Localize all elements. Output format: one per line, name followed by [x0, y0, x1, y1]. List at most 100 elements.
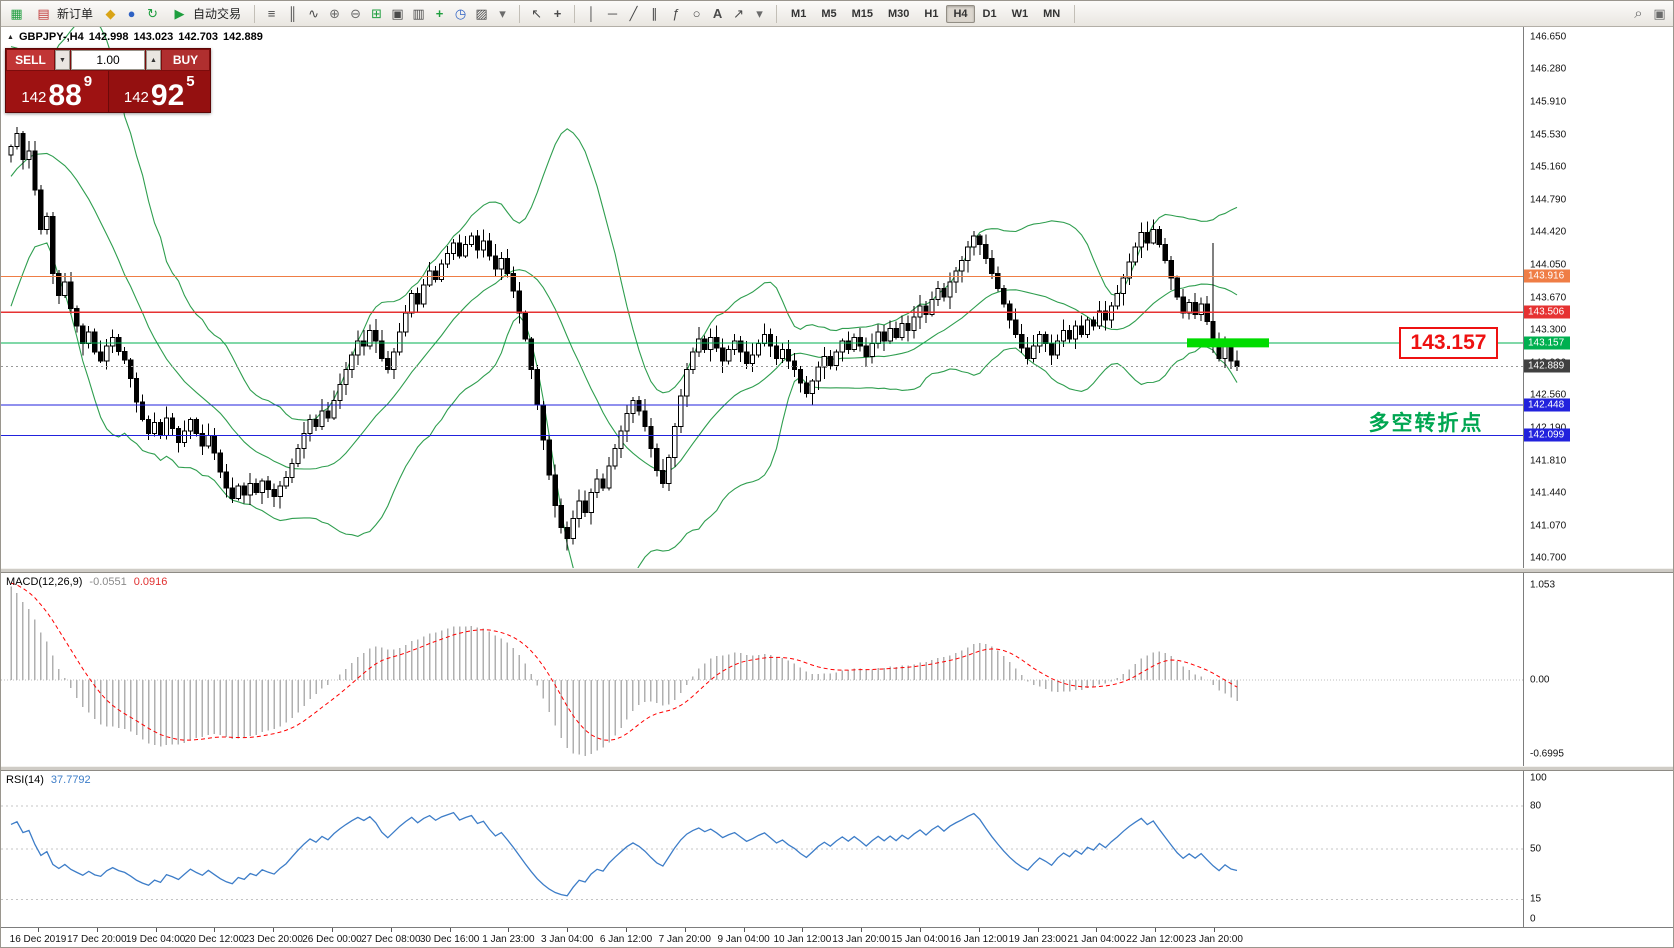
autotrading-button[interactable]: ▶ 自动交易 — [164, 3, 247, 25]
timeframe-button-m30[interactable]: M30 — [888, 7, 910, 20]
sell-button[interactable]: SELL — [7, 50, 54, 70]
fibonacci-tool-icon[interactable]: ƒ — [671, 6, 680, 21]
date-label: 16 Jan 12:00 — [949, 934, 1008, 945]
timeframe-button-h1[interactable]: H1 — [924, 7, 939, 20]
date-label: 15 Jan 04:00 — [891, 934, 949, 945]
new-chart-icon[interactable]: ▦ — [10, 6, 23, 21]
macd-main-value: -0.0551 — [89, 576, 127, 588]
buy-button[interactable]: BUY — [162, 50, 209, 70]
buy-price[interactable]: 142 92 5 — [107, 71, 210, 112]
zoom-in-icon[interactable]: ⊕ — [329, 6, 340, 21]
macd-label: MACD(12,26,9) -0.0551 0.0916 — [6, 576, 167, 588]
zoom-out-icon[interactable]: ⊖ — [350, 6, 361, 21]
date-label: 16 Dec 2019 — [9, 934, 67, 945]
tile-windows-icon[interactable]: ⊞ — [371, 6, 382, 21]
periods-clock-icon[interactable]: ◷ — [454, 6, 467, 21]
date-tick — [802, 928, 804, 932]
text-tool-icon[interactable]: A — [712, 6, 723, 21]
highlight-segment[interactable] — [1187, 338, 1269, 348]
macd-scale-tick: 0.00 — [1530, 674, 1550, 686]
date-label: 26 Dec 00:00 — [302, 934, 362, 945]
date-label: 10 Jan 12:00 — [773, 934, 832, 945]
rsi-scale[interactable]: 100 80 50 15 0 — [1523, 771, 1673, 927]
timeframe-button-mn[interactable]: MN — [1043, 7, 1061, 20]
profiles-icon[interactable]: ● — [127, 6, 136, 21]
volume-increase-button[interactable]: ▲ — [146, 50, 161, 70]
price-tick: 145.160 — [1530, 161, 1567, 173]
crosshair-icon[interactable]: + — [553, 6, 562, 21]
price-tick: 144.420 — [1530, 226, 1567, 238]
timeframe-button-m1[interactable]: M1 — [791, 7, 807, 20]
quote-low: 142.703 — [178, 31, 219, 43]
timeframe-toolbar: M1 M5 M15 M30 H1 H4 D1 W1 MN — [784, 4, 1067, 23]
refresh-icon[interactable]: ↻ — [147, 6, 158, 21]
macd-panel[interactable]: MACD(12,26,9) -0.0551 0.0916 1.053 0.00 -0… — [1, 573, 1673, 766]
date-tick — [38, 928, 39, 932]
search-icon[interactable]: ⌕ — [1634, 5, 1643, 22]
line-chart-icon[interactable]: ∿ — [308, 6, 319, 21]
shapes-tool-icon[interactable]: ○ — [692, 6, 701, 21]
rsi-scale-tick: 100 — [1530, 772, 1547, 784]
price-tick: 144.050 — [1530, 259, 1567, 271]
new-order-button[interactable]: ▤ 新订单 — [28, 3, 99, 25]
date-tick — [684, 928, 686, 932]
quote-high: 143.023 — [133, 31, 174, 43]
vertical-line-tool-icon[interactable]: │ — [587, 6, 596, 21]
autotrading-play-icon: ▶ — [174, 6, 185, 21]
arrange-windows-icon[interactable]: ▥ — [412, 6, 425, 21]
bar-chart-icon[interactable]: ≡ — [267, 6, 276, 21]
indicators-icon[interactable]: + — [435, 6, 444, 21]
date-label: 23 Dec 20:00 — [243, 934, 303, 945]
volume-input[interactable]: 1.00 — [71, 50, 145, 70]
buy-price-pips: 92 — [150, 78, 185, 112]
price-chart[interactable] — [1, 27, 1523, 568]
sell-price-big: 142 — [21, 89, 47, 106]
price-tick: 142.190 — [1530, 422, 1567, 434]
macd-chart[interactable] — [1, 573, 1523, 766]
templates-icon[interactable]: ▨ — [475, 6, 488, 21]
panel-splitter[interactable] — [1, 766, 1673, 771]
horizontal-line-tool-icon[interactable]: ─ — [607, 6, 618, 21]
timeframe-button-m15[interactable]: M15 — [851, 7, 873, 20]
rsi-value: 37.7792 — [50, 774, 91, 786]
rsi-chart[interactable] — [1, 771, 1523, 927]
panel-splitter[interactable] — [1, 568, 1673, 573]
date-label: 27 Dec 08:00 — [361, 934, 421, 945]
chart-marker-icon[interactable]: ▲ — [7, 33, 14, 41]
sell-price[interactable]: 142 88 9 — [6, 71, 108, 112]
cursor-icon[interactable]: ↖ — [531, 6, 542, 21]
timeframe-button-h4[interactable]: H4 — [946, 4, 975, 23]
price-scale[interactable]: 146.650 146.280 145.910 145.530 145.160 144.7… — [1523, 27, 1673, 568]
toolbar-separator — [776, 4, 778, 23]
arrow-tool-icon[interactable]: ↗ — [733, 6, 744, 21]
turning-point-annotation[interactable]: 多空转折点 — [1368, 412, 1484, 436]
templates-dropdown-icon[interactable]: ▾ — [499, 6, 506, 21]
date-axis[interactable]: 16 Dec 2019 17 Dec 20:00 19 Dec 04:00 20 De… — [1, 927, 1673, 947]
dock-panel-icon[interactable]: ▣ — [1653, 6, 1666, 21]
main-toolbar: ▦ ▤ 新订单 ◆ ● ↻ ▶ 自动交易 ≡ ║ ∿ ⊕ ⊖ ⊞ ▣ ▥ + ◷… — [1, 1, 1673, 27]
date-label: 6 Jan 12:00 — [599, 934, 653, 945]
volume-decrease-button[interactable]: ▼ — [55, 50, 70, 70]
rsi-scale-tick: 0 — [1530, 913, 1536, 925]
new-order-icon: ▤ — [37, 6, 50, 21]
macd-scale[interactable]: 1.053 0.00 -0.6995 — [1523, 573, 1673, 766]
tools-dropdown-icon[interactable]: ▾ — [756, 6, 763, 21]
date-label: 23 Jan 20:00 — [1185, 934, 1243, 945]
date-tick — [449, 928, 451, 932]
metaeditor-icon[interactable]: ◆ — [105, 6, 116, 21]
price-tick: 144.790 — [1530, 194, 1567, 206]
timeframe-button-w1[interactable]: W1 — [1011, 7, 1029, 20]
timeframe-button-d1[interactable]: D1 — [982, 7, 997, 20]
trendline-tool-icon[interactable]: ╱ — [629, 6, 638, 21]
date-label: 1 Jan 23:00 — [482, 934, 535, 945]
channel-tool-icon[interactable]: ∥ — [651, 6, 658, 21]
price-chart-panel[interactable]: ▲ GBPJPY-,H4 142.998 143.023 142.703 142… — [1, 27, 1673, 568]
price-level-badge: 142.099 — [1524, 428, 1570, 442]
price-level-annotation[interactable]: 143.157 — [1399, 326, 1498, 359]
date-tick — [273, 928, 275, 932]
cascade-windows-icon[interactable]: ▣ — [391, 6, 404, 21]
timeframe-button-m5[interactable]: M5 — [821, 7, 837, 20]
macd-signal-value: 0.0916 — [133, 576, 168, 588]
candlestick-chart-icon[interactable]: ║ — [287, 6, 298, 21]
rsi-panel[interactable]: RSI(14) 37.7792 100 80 50 15 0 — [1, 771, 1673, 927]
